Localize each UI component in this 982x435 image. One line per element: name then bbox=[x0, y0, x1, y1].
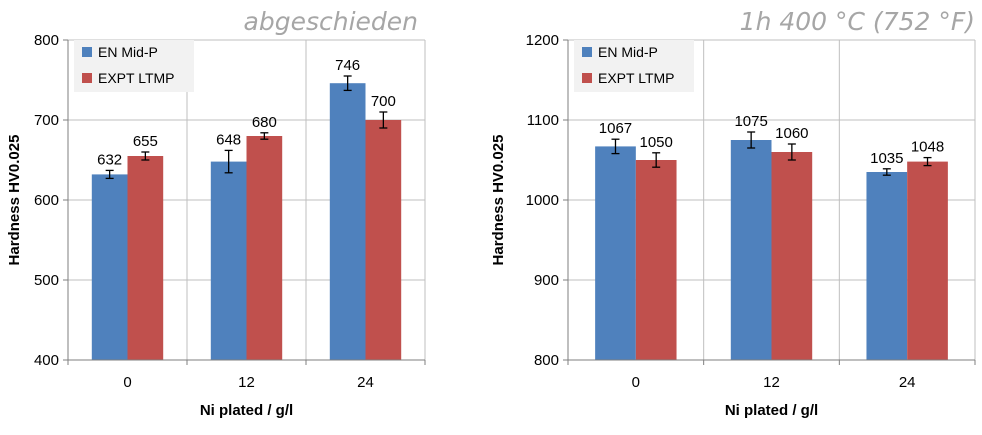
x-tick-label: 0 bbox=[123, 374, 131, 391]
y-axis-title: Hardness HV0.025 bbox=[6, 135, 23, 266]
x-tick-label: 12 bbox=[238, 374, 255, 391]
bar-2-0 bbox=[635, 160, 677, 360]
y-tick-label: 1000 bbox=[526, 192, 559, 209]
legend-swatch-1 bbox=[82, 47, 92, 57]
bar-1-24 bbox=[866, 172, 908, 360]
y-tick-label: 900 bbox=[534, 272, 559, 289]
bar-1-0 bbox=[91, 174, 128, 360]
legend-box bbox=[574, 40, 694, 92]
chart-1: 400 500 600 700 800 632 648 746 655 680 700 0 12 24 Ni… bbox=[6, 7, 426, 419]
data-label: 1050 bbox=[639, 134, 672, 151]
x-tick-label: 12 bbox=[763, 374, 780, 391]
legend-label-1: EN Mid-P bbox=[98, 44, 158, 60]
bar-2-0 bbox=[127, 156, 164, 360]
legend: EN Mid-P EXPT LTMP bbox=[574, 40, 694, 92]
bar-2-24 bbox=[907, 161, 948, 360]
legend: EN Mid-P EXPT LTMP bbox=[74, 40, 194, 92]
y-tick-label: 800 bbox=[34, 32, 59, 49]
y-tick-label: 400 bbox=[34, 352, 59, 369]
x-axis-title: Ni plated / g/l bbox=[725, 402, 818, 419]
legend-swatch-1 bbox=[582, 47, 592, 57]
y-axis-title: Hardness HV0.025 bbox=[490, 135, 507, 266]
data-label: 700 bbox=[371, 93, 396, 110]
legend-swatch-2 bbox=[582, 73, 592, 83]
y-tick-label: 800 bbox=[534, 352, 559, 369]
bar-2-24 bbox=[365, 120, 402, 360]
y-tick-label: 600 bbox=[34, 192, 59, 209]
data-label: 1075 bbox=[734, 113, 767, 130]
y-tick-label: 1100 bbox=[527, 112, 559, 129]
x-tick-label: 24 bbox=[899, 374, 916, 391]
data-label: 1067 bbox=[599, 120, 632, 137]
chart-2: 800 900 1000 1100 1200 1067 1075 1035 1050 1060 10… bbox=[490, 7, 976, 419]
data-label: 648 bbox=[216, 131, 241, 148]
data-label: 680 bbox=[252, 114, 277, 131]
bar-2-12 bbox=[246, 136, 283, 360]
bar-1-0 bbox=[595, 146, 636, 360]
x-tick-label: 0 bbox=[632, 374, 640, 391]
chart-title: abgeschieden bbox=[244, 7, 418, 36]
legend-label-2: EXPT LTMP bbox=[98, 70, 175, 86]
bar-1-12 bbox=[730, 140, 772, 360]
bar-1-12 bbox=[210, 161, 247, 360]
legend-label-2: EXPT LTMP bbox=[598, 70, 675, 86]
data-label: 746 bbox=[335, 57, 360, 74]
legend-box bbox=[74, 40, 194, 92]
bar-2-12 bbox=[771, 152, 813, 360]
data-label: 1060 bbox=[775, 125, 808, 142]
data-label: 1035 bbox=[870, 150, 903, 167]
x-axis-title: Ni plated / g/l bbox=[200, 402, 293, 419]
y-tick-label: 700 bbox=[34, 112, 59, 129]
legend-label-1: EN Mid-P bbox=[598, 44, 658, 60]
bar-1-24 bbox=[329, 83, 366, 360]
data-label: 655 bbox=[133, 133, 158, 150]
x-tick-label: 24 bbox=[357, 374, 374, 391]
data-label: 632 bbox=[97, 151, 122, 168]
legend-swatch-2 bbox=[82, 73, 92, 83]
data-label: 1048 bbox=[911, 139, 944, 156]
y-tick-label: 1200 bbox=[526, 32, 559, 49]
y-tick-label: 500 bbox=[34, 272, 59, 289]
chart-title: 1h 400 °C (752 °F) bbox=[740, 7, 975, 36]
